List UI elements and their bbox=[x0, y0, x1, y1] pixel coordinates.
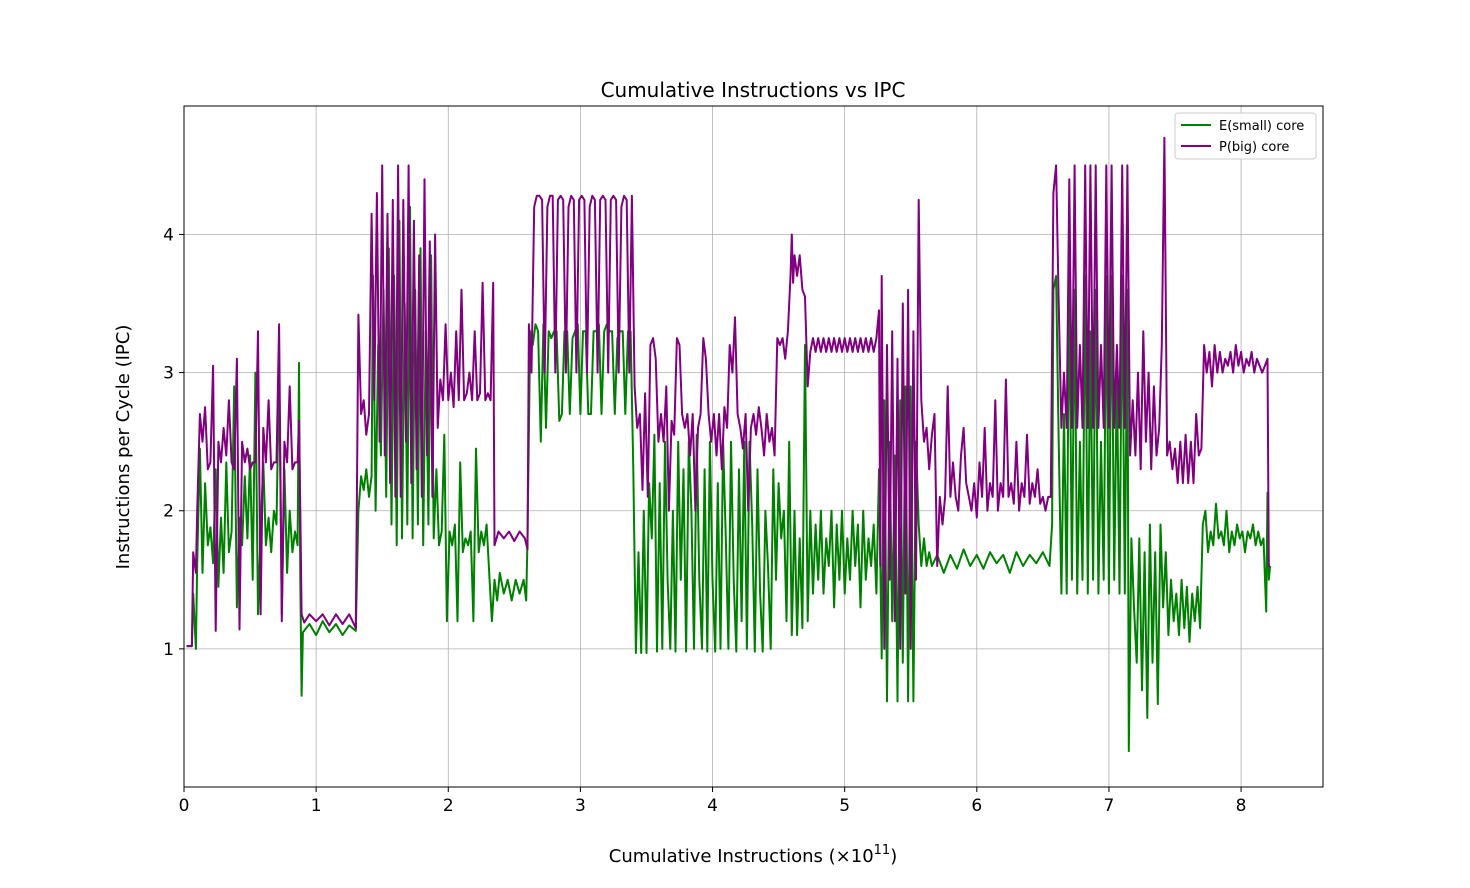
series-line-e-small-core bbox=[186, 205, 1272, 753]
y-tick-label: 2 bbox=[163, 502, 174, 522]
axis-ticks: 0 1 2 3 4 5 6 7 8 1 2 3 4 bbox=[163, 225, 1246, 816]
x-tick-label: 2 bbox=[443, 796, 454, 816]
series-line-p-big-core bbox=[186, 136, 1271, 650]
legend: E(small) core P(big) core bbox=[1174, 112, 1317, 160]
x-axis-label-close: ) bbox=[890, 846, 897, 867]
x-tick-label: 1 bbox=[311, 796, 322, 816]
x-axis-label-main: Cumulative Instructions (×10 bbox=[609, 846, 874, 867]
plot-frame bbox=[183, 105, 1324, 788]
x-tick-label: 7 bbox=[1104, 796, 1115, 816]
legend-label-p-big-core: P(big) core bbox=[1219, 140, 1289, 155]
legend-label-e-small-core: E(small) core bbox=[1219, 119, 1304, 134]
series-lines bbox=[186, 136, 1272, 753]
x-tick-label: 3 bbox=[575, 796, 586, 816]
chart-title: Cumulative Instructions vs IPC bbox=[601, 78, 906, 102]
x-tick-label: 6 bbox=[971, 796, 982, 816]
y-tick-label: 3 bbox=[163, 364, 174, 384]
x-tick-label: 8 bbox=[1236, 796, 1247, 816]
x-tick-label: 0 bbox=[179, 796, 190, 816]
y-tick-label: 4 bbox=[163, 225, 174, 245]
x-tick-label: 4 bbox=[707, 796, 718, 816]
y-tick-label: 1 bbox=[163, 640, 174, 660]
y-axis-label: Instructions per Cycle (IPC) bbox=[113, 325, 134, 570]
x-axis-label: Cumulative Instructions (×1011) bbox=[609, 843, 897, 867]
x-tick-label: 5 bbox=[839, 796, 850, 816]
x-axis-label-exponent: 11 bbox=[874, 843, 891, 858]
